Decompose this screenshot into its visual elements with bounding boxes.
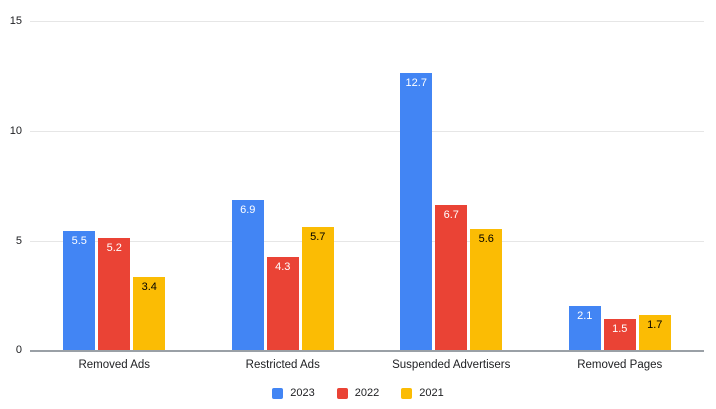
bar-2023-suspended-advertisers[interactable]: 12.7	[400, 72, 433, 352]
legend-label-2021: 2021	[419, 387, 444, 399]
bar-2021-removed-pages[interactable]: 1.7	[638, 314, 671, 352]
bar-value-label: 4.3	[275, 261, 291, 274]
legend-swatch-2022	[336, 387, 348, 399]
bar-2021-restricted-ads[interactable]: 5.7	[301, 226, 334, 352]
gridline-15: 15	[10, 15, 704, 27]
bar-2022-restricted-ads[interactable]: 4.3	[266, 257, 299, 352]
bar-2023-restricted-ads[interactable]: 6.9	[231, 200, 264, 352]
bar-value-label: 3.4	[141, 281, 157, 294]
plot-area: 0 5 10 15 5.5 5.2 3.4 Removed Ads 6.9 4.3 5.7 Rest…	[10, 15, 704, 371]
bar-2022-suspended-advertisers[interactable]: 6.7	[435, 204, 468, 352]
bar-value-label: 5.2	[106, 241, 122, 254]
bar-2021-suspended-advertisers[interactable]: 5.6	[470, 228, 503, 352]
legend-swatch-2023	[272, 387, 284, 399]
bar-value-label: 6.7	[443, 208, 459, 221]
legend-label-2023: 2023	[290, 387, 315, 399]
bar-groups: 5.5 5.2 3.4 Removed Ads 6.9 4.3 5.7 Restricted …	[30, 22, 704, 371]
x-axis-line: 0	[16, 344, 704, 356]
legend: 2023 2022 2021	[0, 387, 716, 399]
bar-value-label: 12.7	[405, 76, 427, 89]
bar-value-label: 2.1	[577, 309, 593, 322]
y-tick-label-10: 10	[9, 125, 22, 137]
category-label-suspended-advertisers: Suspended Advertisers	[392, 359, 511, 371]
bar-2023-removed-ads[interactable]: 5.5	[63, 231, 96, 352]
bar-group-suspended-advertisers: 12.7 6.7 5.6 Suspended Advertisers	[392, 22, 510, 371]
bar-group-removed-pages: 2.1 1.5 1.7 Removed Pages	[568, 22, 671, 371]
legend-item-2023[interactable]: 2023	[272, 387, 315, 399]
bar-group-removed-ads: 5.5 5.2 3.4 Removed Ads	[63, 22, 166, 371]
bar-value-label: 6.9	[240, 204, 256, 217]
legend-item-2022[interactable]: 2022	[336, 387, 380, 399]
category-label-restricted-ads: Restricted Ads	[245, 359, 320, 371]
bar-group-restricted-ads: 6.9 4.3 5.7 Restricted Ads	[231, 22, 334, 371]
bar-value-label: 1.5	[612, 323, 628, 335]
bar-2022-removed-pages[interactable]: 1.5	[603, 319, 636, 352]
category-label-removed-ads: Removed Ads	[78, 359, 151, 371]
category-label-removed-pages: Removed Pages	[577, 359, 663, 371]
bar-value-label: 5.5	[71, 235, 87, 247]
bar-2023-removed-pages[interactable]: 2.1	[568, 305, 601, 352]
legend-item-2021[interactable]: 2021	[401, 387, 444, 399]
bar-value-label: 5.7	[310, 230, 326, 243]
gridline-5: 5	[16, 235, 704, 247]
gridline-10: 10	[10, 125, 704, 137]
bar-2021-removed-ads[interactable]: 3.4	[133, 277, 166, 352]
y-tick-label-0: 0	[15, 344, 22, 356]
legend-label-2022: 2022	[354, 387, 380, 399]
bar-2022-removed-ads[interactable]: 5.2	[98, 237, 131, 352]
bar-value-label: 1.7	[647, 318, 663, 331]
bar-value-label: 5.6	[478, 232, 494, 245]
y-tick-label-5: 5	[15, 235, 22, 247]
y-tick-label-15: 15	[9, 15, 22, 27]
legend-swatch-2021	[401, 387, 413, 399]
